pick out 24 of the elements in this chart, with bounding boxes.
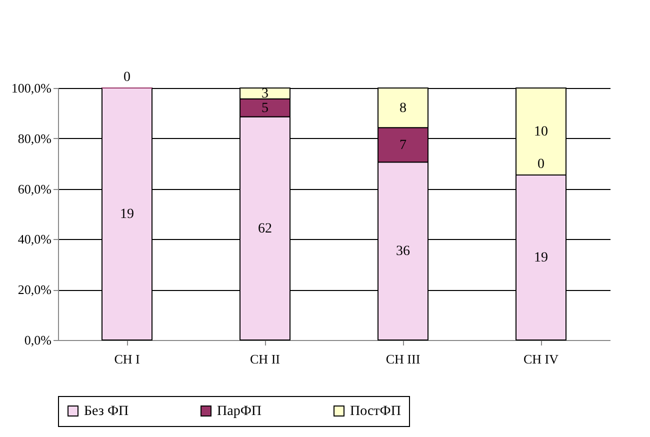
y-tick-label: 60,0% [18,181,52,196]
annotation: 3 [262,86,268,102]
annotation: 5 [262,100,268,116]
y-tick-label: 80,0% [18,130,52,146]
legend-label: ПарФП [217,404,262,419]
y-tick-label: 100,0% [11,80,52,96]
legend-label: Без ФП [84,404,129,419]
x-tick-label: CH III [386,352,420,366]
annotation: 0 [538,156,544,172]
annotation: 7 [400,138,406,153]
x-tick-label: CH II [250,352,280,366]
annotation: 19 [120,207,134,222]
y-tick-label: 0,0% [24,332,52,348]
y-tick-label: 20,0% [18,282,52,298]
annotation: 36 [396,244,410,260]
text: 0 [124,70,130,85]
annotation: 19 [534,250,548,266]
x-tick-label: CH IV [523,352,560,366]
x-tick-label: CH I [114,352,140,366]
annotation: 62 [258,221,272,236]
legend-label: ПостФП [350,404,401,419]
annotation: 10 [534,124,548,140]
y-tick-label: 40,0% [18,232,52,247]
annotation: 8 [400,100,406,116]
